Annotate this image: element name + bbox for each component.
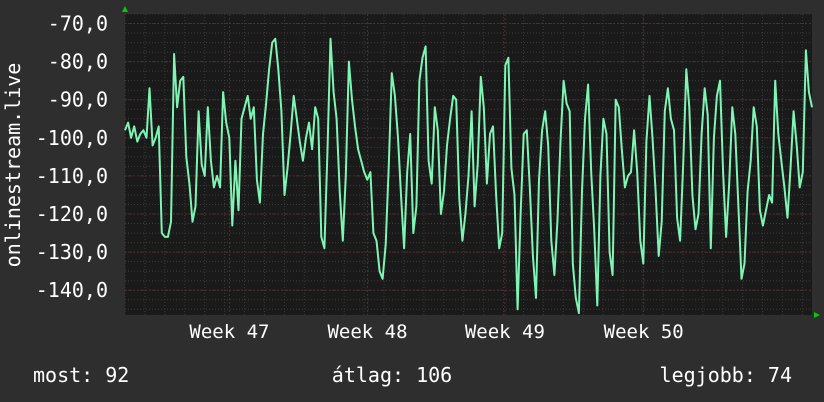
x-axis: Week 47 Week 48 Week 49 Week 50	[189, 321, 683, 343]
x-axis-arrow	[814, 312, 820, 318]
x-tick-label: Week 48	[327, 321, 407, 343]
x-tick-label: Week 47	[189, 321, 269, 343]
x-tick-label: Week 49	[465, 321, 545, 343]
y-tick-label: -80,0	[48, 50, 108, 74]
y-tick-label: -70,0	[48, 12, 108, 36]
y-axis-label: onlinestream.live	[1, 63, 25, 268]
y-tick-label: -130,0	[36, 240, 108, 264]
best-value-label: legjobb: 74	[660, 363, 792, 387]
series-line	[124, 37, 813, 315]
y-tick-label: -110,0	[36, 164, 108, 188]
y-tick-label: -100,0	[36, 126, 108, 150]
y-tick-label: -90,0	[48, 88, 108, 112]
y-axis: -70,0 -80,0 -90,0 -100,0 -110,0 -120,0 -130,0 -…	[36, 12, 108, 303]
current-value-label: most: 92	[33, 363, 129, 387]
y-axis-arrow	[122, 6, 128, 12]
y-tick-label: -140,0	[36, 278, 108, 302]
x-tick-label: Week 50	[604, 321, 684, 343]
average-value-label: átlag: 106	[332, 363, 452, 387]
y-tick-label: -120,0	[36, 202, 108, 226]
